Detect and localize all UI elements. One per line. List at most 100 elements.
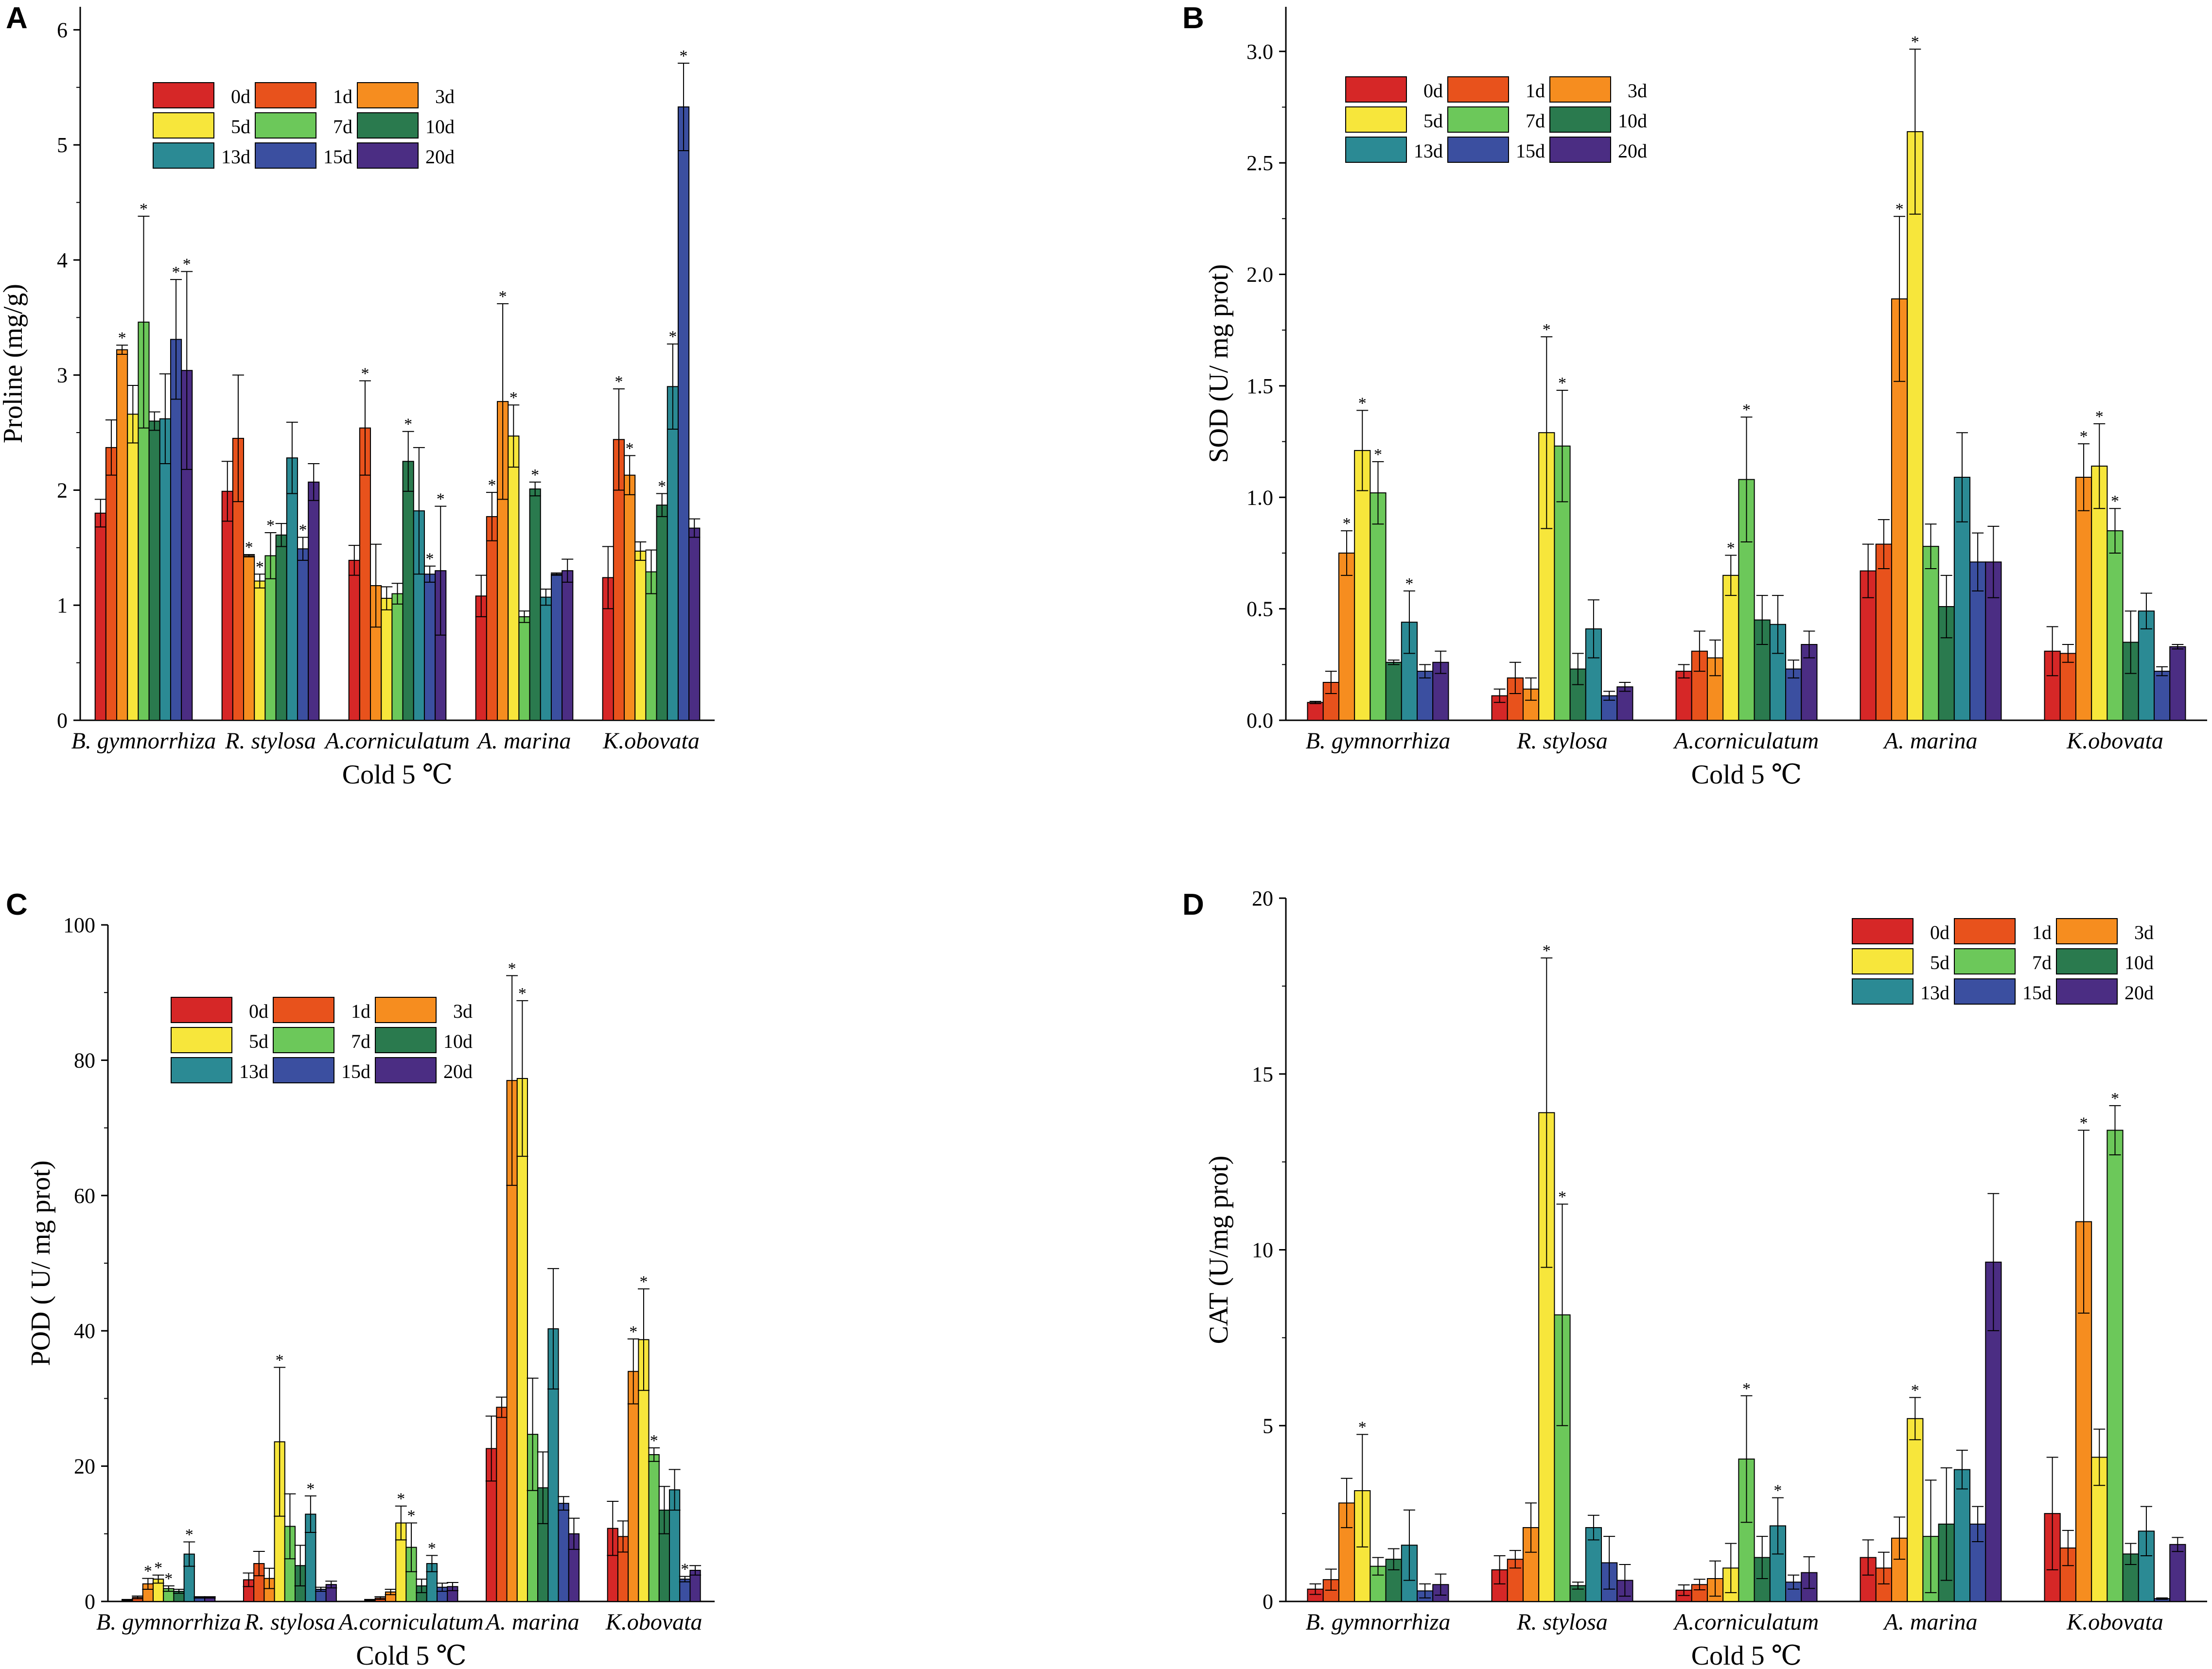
significance-star: * [614,373,623,391]
significance-star: * [1742,401,1751,419]
legend-swatch-7d [255,112,316,139]
bar-10d [656,504,668,721]
legend-swatch-3d [357,82,419,108]
y-tick-label: 15 [1252,1062,1273,1086]
legend-swatch-1d [255,82,316,108]
bar-0d [1307,702,1324,721]
significance-star: * [626,439,634,457]
legend-swatch-13d [1852,978,1914,1005]
significance-star: * [531,466,539,484]
bar-10d [1569,668,1586,721]
bar-15d [558,1503,569,1602]
bar-5d [1907,1418,1924,1602]
y-tick-label: 4 [57,248,68,272]
legend-swatch-0d [1345,76,1407,103]
significance-star: * [2080,428,2088,446]
bar-3d [624,474,636,721]
legend-label-1d: 1d [351,1000,370,1022]
y-tick-label: 80 [74,1048,95,1072]
bar-0d [1675,671,1692,721]
significance-star: * [1543,321,1551,339]
category-label: A. marina [1883,1609,1978,1635]
significance-star: * [426,550,434,568]
significance-star: * [499,288,507,306]
significance-star: * [185,1526,193,1544]
significance-star: * [680,47,688,65]
category-label: R. stylosa [225,728,316,754]
legend-label-1d: 1d [1526,80,1545,102]
panel-letter: D [1182,888,1204,921]
significance-star: * [2095,408,2104,426]
bar-15d [2154,671,2171,721]
legend-swatch-10d [375,1027,437,1053]
significance-star: * [397,1490,405,1508]
y-tick-label: 0.0 [1246,709,1273,732]
y-tick-label: 5 [57,133,68,157]
y-tick-label: 1.5 [1246,374,1273,398]
legend-label-0d: 0d [249,1000,268,1022]
panel-letter: B [1182,1,1204,35]
bar-5d [254,580,266,721]
legend-label-10d: 10d [443,1030,473,1052]
bar-10d [275,534,287,721]
category-label: B. gymnorrhiza [96,1609,241,1635]
significance-star: * [361,365,369,383]
significance-star: * [276,1351,284,1369]
legend-swatch-13d [171,1057,232,1083]
bar-5d [508,435,520,721]
significance-star: * [2111,492,2119,510]
significance-star: * [668,328,677,346]
significance-star: * [428,1539,436,1557]
x-axis-title: Cold 5 ℃ [356,1641,467,1669]
significance-star: * [407,1507,416,1525]
legend-swatch-10d [1549,106,1611,133]
bar-0d [348,559,360,721]
bar-10d [1385,661,1402,721]
legend-label-13d: 13d [221,146,250,168]
bar-1d [2059,653,2076,721]
bar-20d [562,570,574,721]
bar-13d [286,457,298,721]
legend-swatch-3d [1549,76,1611,103]
bar-3d [2075,476,2092,721]
legend-label-3d: 3d [453,1000,473,1022]
legend-label-5d: 5d [1930,952,1949,974]
legend-swatch-5d [153,112,214,139]
y-tick-label: 60 [74,1184,95,1208]
significance-star: * [1742,1380,1751,1398]
bar-13d [1953,1469,1971,1602]
legend-swatch-7d [1447,106,1509,133]
bar-3d [628,1371,639,1602]
category-label: A. marina [476,728,571,754]
significance-star: * [1773,1482,1782,1500]
x-axis-title: Cold 5 ℃ [1691,760,1802,790]
significance-star: * [404,416,412,434]
bar-5d [634,550,647,721]
legend-label-20d: 20d [425,146,455,168]
bar-7d [391,593,404,721]
legend-swatch-13d [153,142,214,169]
bar-13d [540,596,552,721]
legend-label-15d: 15d [1516,140,1545,162]
legend-swatch-15d [1447,137,1509,163]
significance-star: * [437,490,445,508]
bar-7d [1922,546,1939,721]
y-tick-label: 5 [1263,1414,1273,1438]
y-tick-label: 20 [1252,887,1273,910]
significance-star: * [1896,200,1904,218]
legend-label-20d: 20d [443,1061,473,1082]
significance-star: * [1911,1381,1919,1399]
bar-1d [486,516,498,721]
significance-star: * [509,389,518,407]
legend-swatch-15d [1954,978,2016,1005]
legend-swatch-0d [153,82,214,108]
significance-star: * [154,1559,162,1577]
legend-swatch-20d [375,1057,437,1083]
category-label: R. stylosa [244,1609,335,1635]
legend-swatch-15d [255,142,316,169]
y-tick-label: 3 [57,364,68,387]
legend-swatch-20d [357,142,419,169]
legend-swatch-7d [273,1027,334,1053]
legend-label-7d: 7d [333,116,352,138]
